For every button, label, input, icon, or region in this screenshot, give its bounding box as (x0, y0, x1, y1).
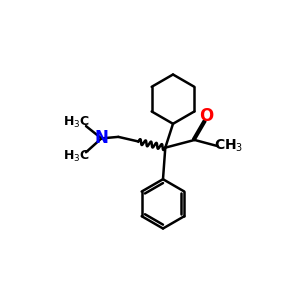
Text: H$_3$C: H$_3$C (62, 115, 89, 130)
Text: H$_3$C: H$_3$C (62, 148, 89, 164)
Text: CH$_3$: CH$_3$ (214, 137, 243, 154)
Text: O: O (199, 107, 213, 125)
Text: N: N (94, 129, 108, 147)
